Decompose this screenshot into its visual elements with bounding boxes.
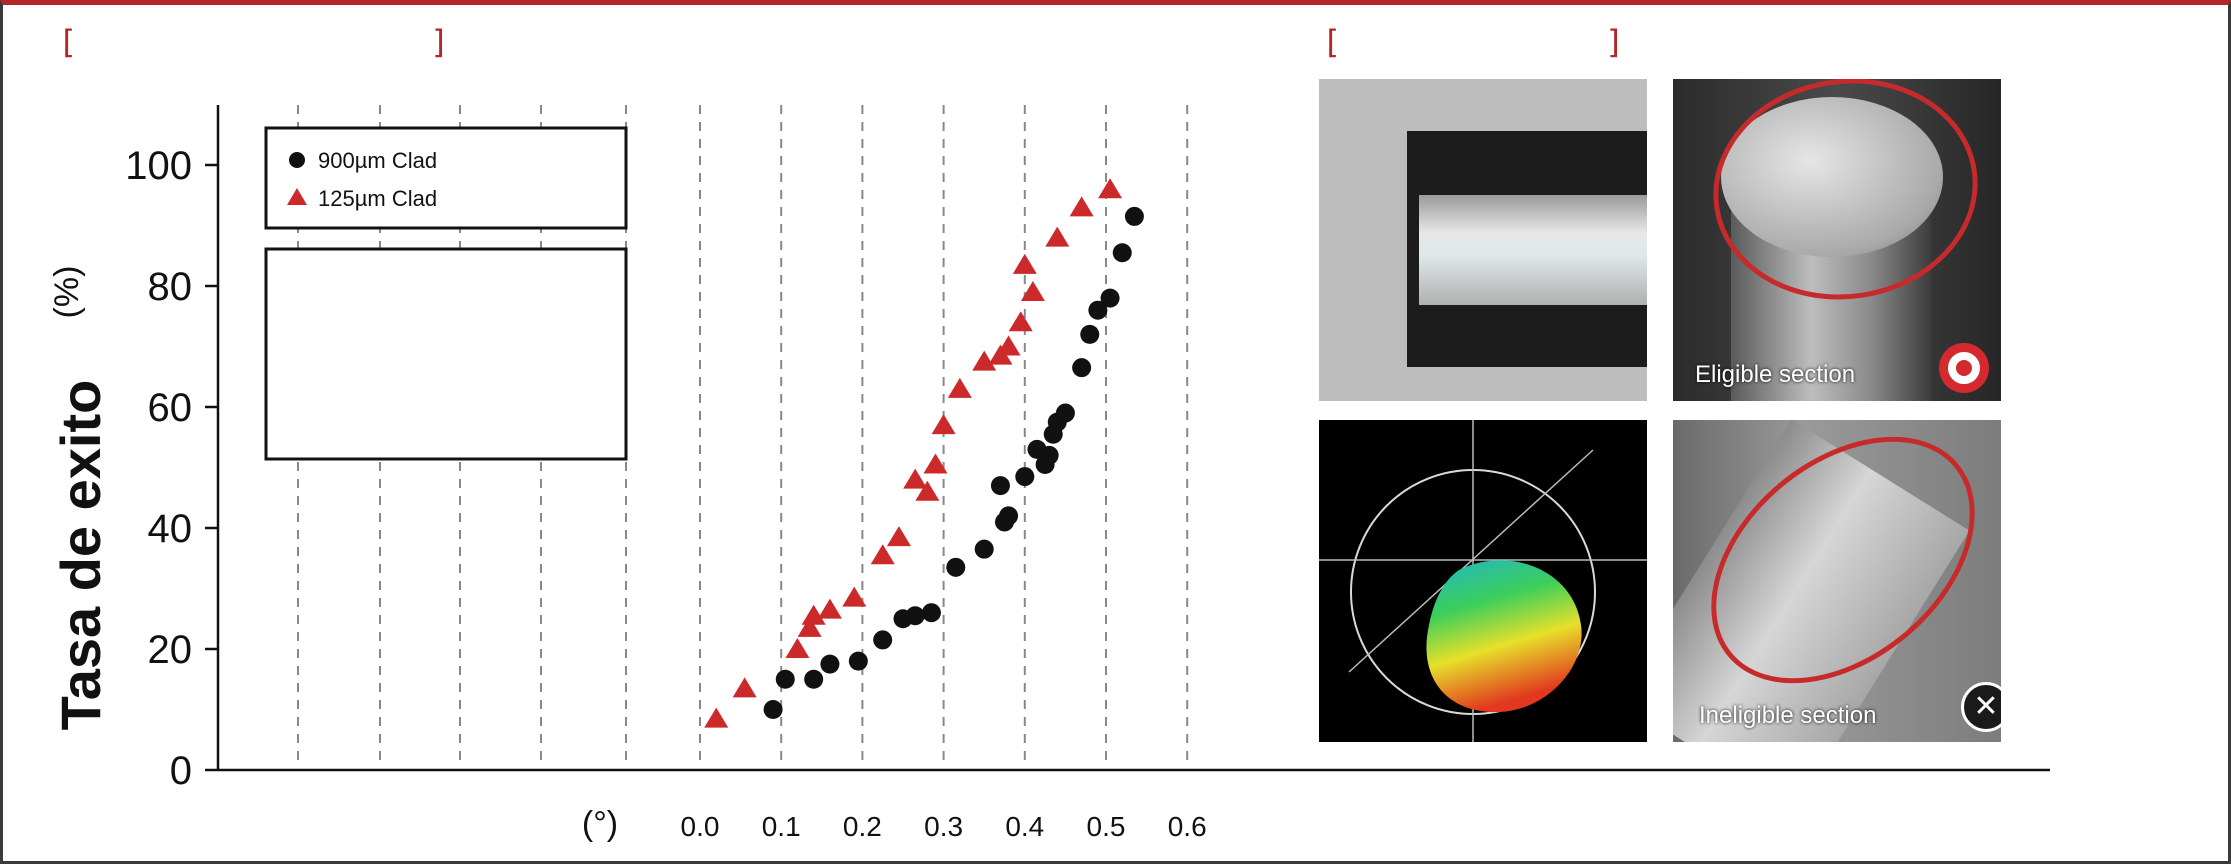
data-point-125um (915, 480, 940, 501)
left-bracket-close: ] (430, 23, 450, 61)
legend-label-900um: 900µm Clad (318, 148, 437, 173)
data-point-125um (1045, 226, 1070, 247)
x-tick-label: 0.2 (843, 811, 882, 842)
x-tick-label: 0.4 (1005, 811, 1044, 842)
y-tick-label: 60 (148, 386, 193, 430)
eligible-section-photo: Eligible section (1673, 79, 2001, 401)
x-tick-label: 0.1 (762, 811, 801, 842)
data-point-125um (732, 677, 757, 698)
right-bracket-open: [ (1322, 23, 1342, 61)
eligible-fiber-endface (1721, 97, 1943, 257)
right-bracket-close: ] (1605, 23, 1625, 61)
profile-map-graphic (1319, 420, 1647, 742)
data-point-900um (1072, 358, 1092, 378)
data-point-900um (1080, 324, 1100, 344)
legend-marker-900um (289, 152, 305, 168)
legend-marker-125um (287, 188, 307, 205)
data-point-125um (797, 616, 822, 637)
data-point-125um (1012, 253, 1037, 274)
data-point-125um (947, 377, 972, 398)
data-point-900um (775, 669, 795, 689)
data-point-900um (1055, 403, 1075, 423)
x-tick-label: 0.6 (1168, 811, 1207, 842)
data-point-125um (931, 414, 956, 435)
data-point-125um (1069, 196, 1094, 217)
data-point-125um (704, 707, 729, 728)
data-point-125um (817, 598, 842, 619)
left-bracket-open: [ (58, 23, 78, 61)
y-axis-unit: (%) (48, 266, 86, 319)
data-point-900um (763, 700, 783, 719)
data-point-900um (1112, 243, 1132, 263)
y-axis-label: Tasa de exito (49, 380, 112, 731)
data-point-900um (1100, 288, 1120, 308)
data-point-125um (972, 350, 997, 371)
data-point-125um (842, 586, 867, 607)
y-tick-label: 100 (125, 144, 192, 188)
data-point-900um (990, 476, 1010, 496)
data-point-125um (785, 638, 810, 658)
legend-box (264, 126, 628, 230)
data-point-900um (1088, 300, 1108, 320)
data-point-900um (820, 654, 840, 674)
x-tick-label: 0.3 (924, 811, 963, 842)
data-point-900um (1124, 206, 1144, 226)
microscope-photo (1319, 79, 1647, 401)
data-point-125um (1008, 311, 1033, 332)
x-tick-label: 0.0 (681, 811, 720, 842)
tick-layer: 0 20 40 60 80 100 0.0 0.1 0.2 0.3 0.4 0.5 0.6 (125, 144, 1206, 842)
x-axis-unit: (°) (582, 805, 618, 843)
x-tick-label: 0.5 (1087, 811, 1126, 842)
ineligible-section-label: Ineligible section (1699, 702, 1877, 729)
data-point-125um (886, 526, 911, 547)
data-point-900um (1039, 445, 1059, 465)
legend-label-125um: 125µm Clad (318, 186, 437, 211)
data-point-125um (903, 468, 928, 489)
data-point-125um (1020, 281, 1045, 302)
microscope-fiber-core (1419, 195, 1647, 305)
data-point-900um (946, 557, 966, 577)
data-point-125um (996, 335, 1021, 356)
target-icon (1939, 343, 1989, 393)
data-point-900um (921, 603, 941, 623)
data-point-900um (999, 506, 1019, 526)
y-tick-label: 40 (148, 507, 193, 551)
y-tick-label: 20 (148, 628, 193, 672)
data-point-900um (905, 606, 925, 626)
data-point-900um (974, 539, 994, 559)
data-point-900um (873, 630, 893, 650)
data-point-125um (923, 453, 948, 474)
ineligible-section-photo: Ineligible section ✕ (1673, 420, 2001, 742)
data-point-900um (848, 651, 868, 671)
data-point-900um (804, 669, 824, 689)
points-layer (704, 178, 1144, 728)
blank-inset-box (264, 247, 628, 461)
y-tick-label: 80 (148, 265, 193, 309)
y-tick-label: 0 (170, 749, 192, 793)
x-icon: ✕ (1961, 682, 2001, 732)
profile-map-photo (1319, 420, 1647, 742)
axis-layer (216, 105, 2050, 772)
data-point-125um (1098, 178, 1123, 199)
data-point-125um (870, 544, 895, 565)
eligible-section-label: Eligible section (1695, 361, 1856, 388)
data-point-125um (801, 604, 826, 625)
data-point-900um (1015, 467, 1035, 487)
